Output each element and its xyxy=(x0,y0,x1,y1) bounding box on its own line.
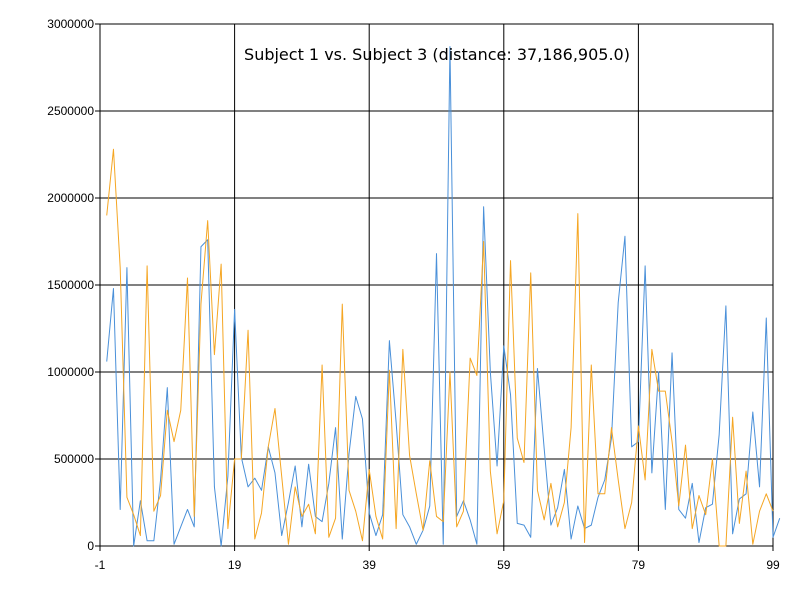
chart-title: Subject 1 vs. Subject 3 (distance: 37,18… xyxy=(244,45,630,64)
data-series xyxy=(106,46,781,547)
x-tick-label: 79 xyxy=(632,558,646,572)
y-tick-label: 3000000 xyxy=(47,17,94,31)
x-tick-label: 19 xyxy=(228,558,242,572)
y-tick-label: 500000 xyxy=(54,452,94,466)
series-line-2 xyxy=(106,148,774,547)
x-tick-label: 99 xyxy=(766,558,780,572)
x-tick-label: 59 xyxy=(497,558,511,572)
x-tick-label: -1 xyxy=(95,558,106,572)
y-tick-label: 1000000 xyxy=(47,365,94,379)
y-tick-label: 2000000 xyxy=(47,191,94,205)
gridlines xyxy=(99,23,774,547)
y-tick-label: 2500000 xyxy=(47,104,94,118)
y-axis-ticks: 0 500000 1000000 1500000 2000000 2500000 30000… xyxy=(47,17,100,553)
y-tick-label: 0 xyxy=(87,539,94,553)
series-line-1 xyxy=(106,46,781,547)
y-tick-label: 1500000 xyxy=(47,278,94,292)
x-axis-ticks: -1 19 39 59 79 99 xyxy=(95,546,780,572)
x-tick-label: 39 xyxy=(363,558,377,572)
